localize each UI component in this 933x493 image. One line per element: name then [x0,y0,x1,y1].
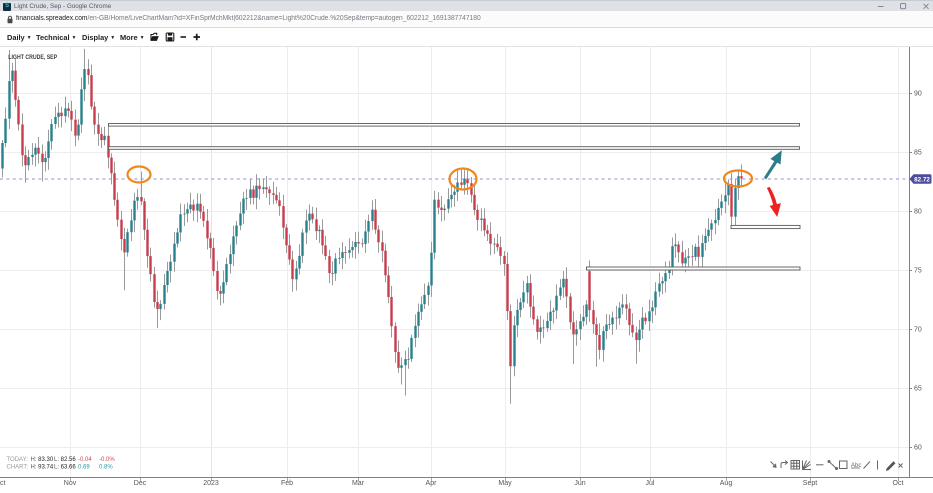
svg-text:L: 82.56: L: 82.56 [54,457,76,463]
svg-text:2023: 2023 [203,480,219,487]
svg-text:H: 93.74: H: 93.74 [31,465,54,471]
svg-text:CHART:: CHART: [7,465,29,471]
svg-text:H: 83.30: H: 83.30 [31,457,54,463]
svg-text:May: May [498,480,512,487]
svg-text:L: 63.66: L: 63.66 [54,465,76,471]
svg-text:Oct: Oct [0,480,5,487]
svg-text:Feb: Feb [281,480,293,487]
svg-text:Mar: Mar [352,480,365,487]
svg-text:82.72: 82.72 [914,177,930,184]
svg-text:Sept: Sept [803,480,817,487]
svg-text:Dec: Dec [134,480,147,487]
svg-text:65: 65 [914,386,922,393]
svg-text:-0.0%: -0.0% [99,457,115,463]
svg-text:LIGHT CRUDE, SEP: LIGHT CRUDE, SEP [8,54,57,61]
svg-text:0.69: 0.69 [78,465,90,471]
svg-text:0.8%: 0.8% [99,465,113,471]
svg-text:Nov: Nov [64,480,77,487]
svg-text:75: 75 [914,268,922,275]
svg-text:70: 70 [914,327,922,334]
svg-text:Oct: Oct [893,480,904,487]
svg-text:80: 80 [914,209,922,216]
svg-text:TODAY:: TODAY: [7,457,29,463]
svg-text:Abc: Abc [851,463,861,469]
svg-text:Jul: Jul [646,480,655,487]
svg-text:Jun: Jun [574,480,585,487]
svg-text:60: 60 [914,445,922,452]
svg-text:Apr: Apr [426,480,438,487]
svg-text:-0.04: -0.04 [78,457,92,463]
svg-text:85: 85 [914,150,922,157]
svg-text:Aug: Aug [720,480,733,487]
svg-text:90: 90 [914,91,922,98]
